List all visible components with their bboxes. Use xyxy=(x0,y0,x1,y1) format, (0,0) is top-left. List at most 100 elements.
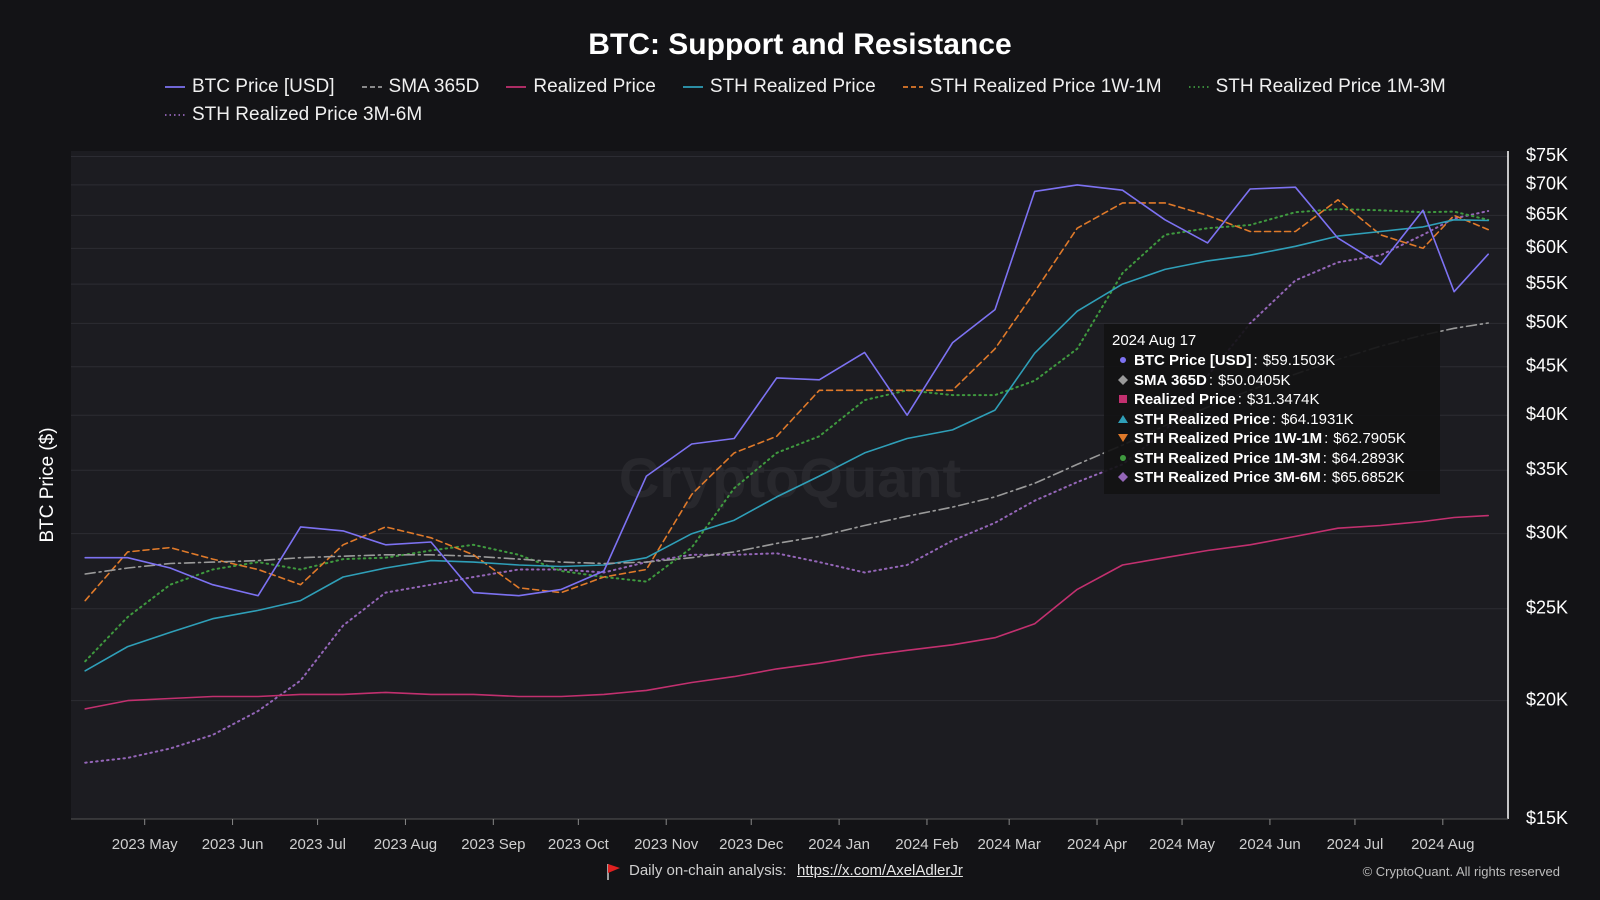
tooltip: 2024 Aug 17 BTC Price [USD]: $59.1503K SMA… xyxy=(1104,324,1440,494)
legend-label: SMA 365D xyxy=(388,76,480,97)
tooltip-series-name: BTC Price [USD] xyxy=(1134,352,1252,370)
tooltip-row: SMA 365D: $50.0405K xyxy=(1110,371,1434,391)
tooltip-marker-shape xyxy=(1119,357,1126,364)
tooltip-marker xyxy=(1119,357,1126,364)
y-tick-label: $60K xyxy=(1526,237,1568,257)
x-tick-label: 2023 May xyxy=(112,836,178,853)
legend-item: STH Realized Price 1W-1M xyxy=(902,76,1162,98)
legend-swatch xyxy=(165,114,185,116)
footer: Daily on-chain analysis: https://x.com/A… xyxy=(0,862,1600,884)
tooltip-sep: : xyxy=(1237,391,1242,409)
tooltip-marker-shape xyxy=(1118,374,1128,385)
tooltip-title: 2024 Aug 17 xyxy=(1112,332,1197,349)
x-tick-label: 2024 Feb xyxy=(895,836,958,853)
tooltip-value: $64.1931K xyxy=(1281,410,1354,428)
watermark: CryptoQuant xyxy=(619,446,961,509)
y-tick-label: $40K xyxy=(1526,404,1568,424)
tooltip-row: STH Realized Price 1M-3M: $64.2893K xyxy=(1110,449,1434,469)
tooltip-series-name: STH Realized Price 3M-6M xyxy=(1134,469,1321,487)
series-line xyxy=(84,514,1489,710)
y-tick-label: $55K xyxy=(1526,273,1568,293)
tooltip-value: $64.2893K xyxy=(1331,449,1405,467)
y-tick-label: $65K xyxy=(1526,204,1568,224)
tooltip-sep: : xyxy=(1253,352,1258,370)
y-tick-label: $35K xyxy=(1526,459,1568,479)
y-tick-label: $20K xyxy=(1526,689,1568,709)
tooltip-row: BTC Price [USD]: $59.1503K xyxy=(1110,351,1434,371)
series-line xyxy=(84,199,1489,602)
y-tick-label: $45K xyxy=(1526,355,1568,375)
legend-item: BTC Price [USD] xyxy=(164,76,335,98)
tooltip-marker-shape xyxy=(1119,454,1126,461)
legend: BTC Price [USD] SMA 365D Realized Price STH… xyxy=(164,76,1464,126)
series-line xyxy=(84,322,1489,575)
x-tick-label: 2024 Jan xyxy=(808,836,870,853)
footer-link[interactable]: https://x.com/AxelAdlerJr xyxy=(797,862,963,879)
legend-label: STH Realized Price 1W-1M xyxy=(929,76,1162,97)
tooltip-marker xyxy=(1118,414,1128,423)
y-tick-label: $50K xyxy=(1526,312,1568,332)
x-tick-label: 2024 Jul xyxy=(1327,836,1384,853)
legend-item: SMA 365D xyxy=(361,76,480,98)
tooltip-series-name: Realized Price xyxy=(1134,391,1236,409)
tooltip-marker xyxy=(1119,454,1126,461)
series-line xyxy=(84,219,1489,672)
tooltip-sep: : xyxy=(1322,449,1327,467)
y-axis-label: BTC Price ($) xyxy=(37,427,58,542)
tooltip-value: $65.6852K xyxy=(1331,469,1405,487)
legend-label: STH Realized Price 1M-3M xyxy=(1215,76,1446,97)
x-tick-label: 2024 Mar xyxy=(977,836,1040,853)
y-tick-label: $75K xyxy=(1526,145,1568,165)
tooltip-series-name: STH Realized Price 1W-1M xyxy=(1134,430,1323,448)
x-tick-label: 2024 May xyxy=(1149,836,1215,853)
tooltip-marker-shape xyxy=(1118,472,1128,483)
tooltip-marker xyxy=(1118,472,1128,483)
legend-swatch xyxy=(902,86,923,88)
chart-title: BTC: Support and Resistance xyxy=(588,28,1011,61)
legend-swatch xyxy=(165,86,185,88)
tooltip-series-name: STH Realized Price xyxy=(1134,410,1270,428)
series-line xyxy=(84,210,1490,764)
x-tick-label: 2023 Oct xyxy=(548,836,610,853)
x-tick-label: 2023 Sep xyxy=(461,836,525,853)
y-tick-label: $70K xyxy=(1526,174,1568,194)
tooltip-marker xyxy=(1118,434,1128,443)
tooltip-value: $50.0405K xyxy=(1217,371,1291,389)
footer-text: Daily on-chain analysis: xyxy=(629,862,787,879)
x-tick-label: 2023 Dec xyxy=(719,836,784,853)
tooltip-value: $62.7905K xyxy=(1333,430,1406,448)
tooltip-value: $31.3474K xyxy=(1246,391,1320,409)
tooltip-row: Realized Price: $31.3474K xyxy=(1110,390,1434,410)
tooltip-sep: : xyxy=(1208,371,1213,389)
x-tick-label: 2023 Nov xyxy=(634,836,699,853)
y-tick-label: $15K xyxy=(1526,808,1568,828)
legend-label: STH Realized Price xyxy=(709,76,876,97)
x-tick-label: 2024 Aug xyxy=(1411,836,1474,853)
legend-item: Realized Price xyxy=(505,76,656,98)
tooltip-sep: : xyxy=(1322,469,1327,487)
flag-icon xyxy=(607,864,620,880)
legend-swatch xyxy=(682,86,703,88)
tooltip-sep: : xyxy=(1324,430,1329,448)
tooltip-series-name: SMA 365D xyxy=(1134,371,1207,389)
legend-swatch xyxy=(1188,86,1209,88)
x-tick-label: 2023 Jun xyxy=(202,836,264,853)
tooltip-row: STH Realized Price 1W-1M: $62.7905K xyxy=(1110,429,1434,449)
tooltip-sep: : xyxy=(1271,410,1277,428)
legend-item: STH Realized Price 3M-6M xyxy=(164,104,422,126)
tooltip-value: $59.1503K xyxy=(1262,352,1336,370)
legend-label: STH Realized Price 3M-6M xyxy=(192,104,423,125)
y-tick-label: $25K xyxy=(1526,597,1568,617)
x-tick-label: 2023 Jul xyxy=(289,836,346,853)
y-tick-label: $30K xyxy=(1526,522,1568,542)
tooltip-row: STH Realized Price 3M-6M: $65.6852K xyxy=(1110,468,1434,488)
tooltip-series-name: STH Realized Price 1M-3M xyxy=(1134,449,1321,467)
legend-swatch xyxy=(361,86,382,88)
tooltip-marker xyxy=(1119,395,1127,404)
tooltip-marker-shape xyxy=(1118,414,1128,423)
tooltip-row: STH Realized Price: $64.1931K xyxy=(1110,410,1434,430)
legend-swatch xyxy=(506,86,527,88)
tooltip-marker-shape xyxy=(1118,434,1128,443)
tooltip-marker-shape xyxy=(1119,395,1127,404)
x-tick-label: 2023 Aug xyxy=(374,836,437,853)
